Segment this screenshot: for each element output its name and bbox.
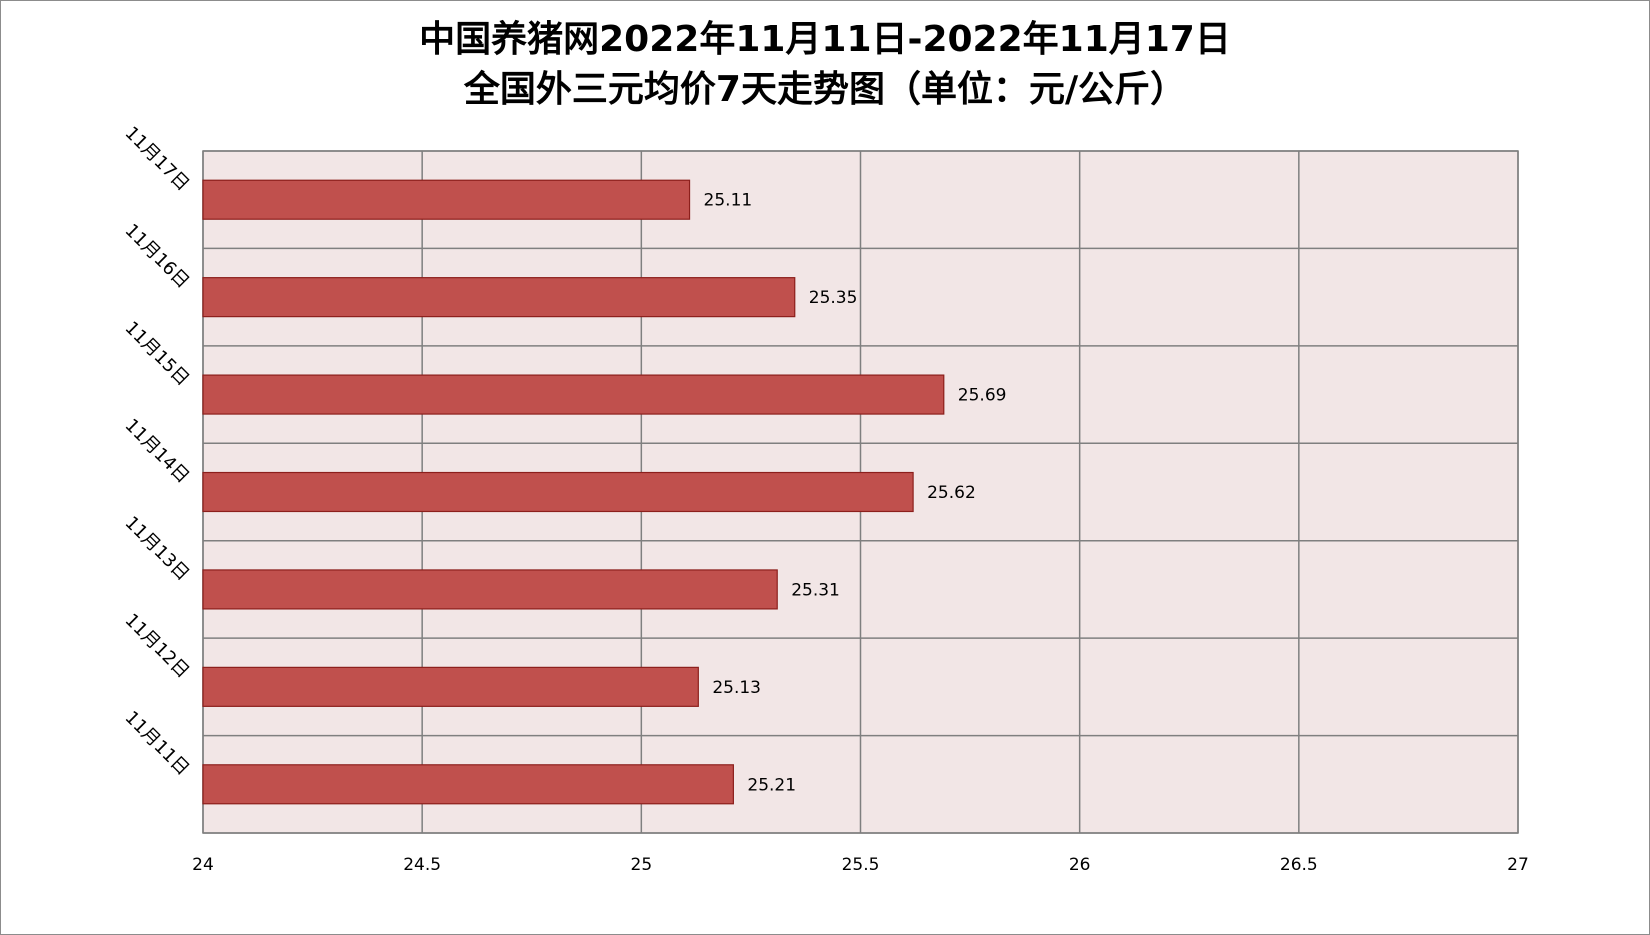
bar: [202, 569, 778, 610]
bar: [202, 374, 945, 415]
y-category-label: 11月16日: [121, 220, 194, 293]
x-tick-label: 26: [1069, 855, 1091, 875]
x-tick-label: 27: [1507, 855, 1529, 875]
x-tick-label: 26.5: [1280, 855, 1318, 875]
bar: [202, 764, 734, 805]
y-category-label: 11月15日: [121, 317, 194, 390]
data-label: 25.31: [791, 580, 840, 600]
x-tick-label: 24: [192, 855, 214, 875]
data-label: 25.21: [747, 775, 796, 795]
data-label: 25.35: [809, 288, 858, 308]
bar: [202, 277, 796, 318]
chart-title-line-2: 全国外三元均价7天走势图（单位：元/公斤）: [463, 69, 1187, 110]
bar: [202, 471, 914, 513]
y-category-label: 11月13日: [121, 512, 194, 585]
x-tick-label: 25.5: [842, 855, 880, 875]
y-category-label: 11月12日: [121, 610, 194, 683]
data-label: 25.62: [927, 483, 976, 503]
data-label: 25.11: [704, 191, 753, 211]
y-category-label: 11月14日: [121, 415, 194, 488]
chart-title: 中国养猪网2022年11月11日-2022年11月17日 全国外三元均价7天走势…: [1, 15, 1649, 115]
y-category-label: 11月17日: [121, 123, 194, 196]
x-tick-label: 25: [631, 855, 653, 875]
bar: [202, 179, 691, 220]
chart-title-line-1: 中国养猪网2022年11月11日-2022年11月17日: [419, 19, 1231, 60]
data-label: 25.13: [712, 678, 761, 698]
x-tick-label: 24.5: [403, 855, 441, 875]
bar: [202, 666, 699, 707]
y-category-label: 11月11日: [121, 707, 194, 780]
data-label: 25.69: [958, 386, 1007, 406]
